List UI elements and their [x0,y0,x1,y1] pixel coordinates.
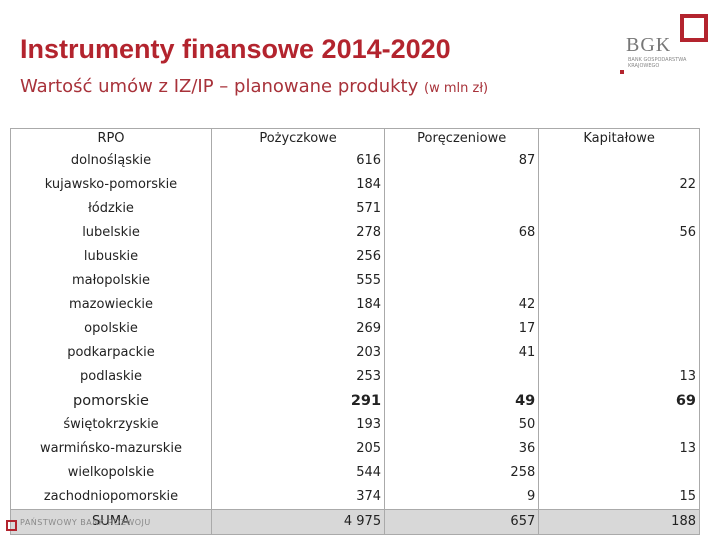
value-cell: 36 [384,437,540,461]
value-cell [538,341,700,365]
column-header: Pożyczkowe [210,128,386,149]
value-cell: 184 [210,293,386,317]
value-cell: 657 [384,509,540,535]
region-cell: łódzkie [10,197,212,221]
value-cell: 69 [538,389,700,413]
unit: (w mln zł) [424,81,489,96]
value-cell [538,293,700,317]
header-row: RPO Pożyczkowe Poręczeniowe Kapitałowe [10,128,700,149]
table-row: lubuskie 256 [10,245,700,269]
subtitle-line: Wartość umów z IZ/IP – planowane produkt… [20,76,488,97]
table-row: dolnośląskie 616 87 [10,149,700,173]
table-row: lubelskie 278 68 56 [10,221,700,245]
column-header: RPO [10,128,212,149]
value-cell: 87 [384,149,540,173]
value-cell: 188 [538,509,700,535]
title: Instrumenty finansowe 2014-2020 [20,34,451,64]
value-cell: 17 [384,317,540,341]
region-cell: podkarpackie [10,341,212,365]
region-cell: kujawsko-pomorskie [10,173,212,197]
value-cell: 256 [210,245,386,269]
column-header: Poręczeniowe [384,128,540,149]
value-cell: 253 [210,365,386,389]
value-cell: 49 [384,389,540,413]
value-cell [384,173,540,197]
region-cell: warmińsko-mazurskie [10,437,212,461]
value-cell: 4 975 [210,509,386,535]
value-cell: 258 [384,461,540,485]
value-cell: 41 [384,341,540,365]
region-cell: mazowieckie [10,293,212,317]
table-row: warmińsko-mazurskie 205 36 13 [10,437,700,461]
value-cell: 68 [384,221,540,245]
value-cell: 42 [384,293,540,317]
value-cell: 374 [210,485,386,510]
value-cell [538,245,700,269]
logo-dot [620,70,624,74]
region-cell: opolskie [10,317,212,341]
table-row: mazowieckie 184 42 [10,293,700,317]
table: RPO Pożyczkowe Poręczeniowe Kapitałowe dolno… [10,128,700,535]
value-cell: 9 [384,485,540,510]
value-cell: 15 [538,485,700,510]
value-cell: 555 [210,269,386,293]
table-row: opolskie 269 17 [10,317,700,341]
value-cell: 50 [384,413,540,437]
table-row: małopolskie 555 [10,269,700,293]
value-cell [384,197,540,221]
region-cell: zachodniopomorskie [10,485,212,510]
value-cell: 13 [538,365,700,389]
region-cell: lubuskie [10,245,212,269]
value-cell: 13 [538,437,700,461]
logo-tagline: BANK GOSPODARSTWA KRAJOWEGO [628,57,687,69]
region-cell: pomorskie [10,389,212,413]
value-cell: 203 [210,341,386,365]
table-row: SUMA 4 975 657 188 [10,509,700,535]
table-row: wielkopolskie 544 258 [10,461,700,485]
value-cell [384,269,540,293]
value-cell: 184 [210,173,386,197]
value-cell: 278 [210,221,386,245]
region-cell: lubelskie [10,221,212,245]
value-cell [384,245,540,269]
table-row: łódzkie 571 [10,197,700,221]
value-cell: 269 [210,317,386,341]
region-cell: SUMA [10,509,212,535]
region-cell: dolnośląskie [10,149,212,173]
logo-name: BGK [626,34,672,56]
table-row: świętokrzyskie 193 50 [10,413,700,437]
table-row: pomorskie 291 49 69 [10,389,700,413]
value-cell: 205 [210,437,386,461]
column-header: Kapitałowe [538,128,700,149]
region-cell: świętokrzyskie [10,413,212,437]
value-cell [538,269,700,293]
value-cell [538,461,700,485]
value-cell [538,149,700,173]
value-cell [538,317,700,341]
value-cell: 22 [538,173,700,197]
region-cell: wielkopolskie [10,461,212,485]
value-cell: 291 [210,389,386,413]
value-cell [538,197,700,221]
footer-text: PAŃSTWOWY BANK ROZWOJU [20,518,151,527]
table-row: kujawsko-pomorskie 184 22 [10,173,700,197]
region-cell: podlaskie [10,365,212,389]
value-cell: 616 [210,149,386,173]
value-cell [538,413,700,437]
region-cell: małopolskie [10,269,212,293]
value-cell: 193 [210,413,386,437]
value-cell: 571 [210,197,386,221]
value-cell: 56 [538,221,700,245]
table-row: podlaskie 253 13 [10,365,700,389]
value-cell: 544 [210,461,386,485]
logo-mark [680,14,708,42]
subtitle: Wartość umów z IZ/IP – planowane produkt… [20,76,419,97]
table-row: podkarpackie 203 41 [10,341,700,365]
footer-mark [6,520,17,531]
table-row: zachodniopomorskie 374 9 15 [10,485,700,510]
value-cell [384,365,540,389]
